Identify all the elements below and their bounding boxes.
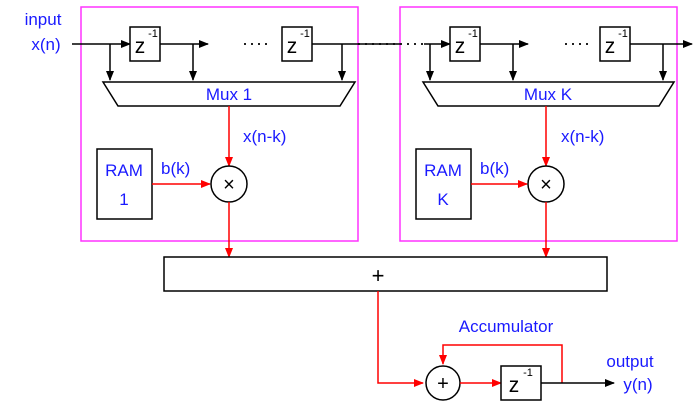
stage-k-mux-out-label: x(n-k) — [561, 127, 604, 146]
stage-1-multiply-symbol: × — [223, 174, 235, 196]
svg-text:z: z — [287, 35, 298, 58]
stage-k-mux-label: Mux K — [524, 85, 573, 104]
output-label: output — [606, 352, 654, 371]
stage-1-ram — [96, 148, 153, 220]
stage-1-mux-out-label: x(n-k) — [243, 127, 286, 146]
svg-text:-1: -1 — [300, 28, 310, 40]
adder-to-accumulator-wire — [377, 291, 424, 387]
input-label: input — [25, 10, 62, 29]
stage-1-delay-1: z -1 — [129, 26, 161, 62]
output-signal-label: y(n) — [623, 375, 652, 394]
stage-k-coef-label: b(k) — [480, 159, 509, 178]
accumulator-delay: z -1 — [500, 365, 542, 401]
adder-bar — [163, 256, 608, 292]
stage-k-frame — [399, 6, 678, 242]
stage-k-multiply-symbol: × — [540, 174, 552, 196]
svg-text:-1: -1 — [618, 28, 628, 40]
stage-1-ram-line2: 1 — [119, 190, 128, 209]
stage-k-ram-line2: K — [437, 190, 449, 209]
stage-1-coef-label: b(k) — [161, 159, 190, 178]
stage-k-delay-1: z -1 — [449, 26, 481, 62]
svg-text:-1: -1 — [148, 28, 158, 40]
adder-symbol: + — [372, 263, 385, 288]
input-signal-label: x(n) — [31, 35, 60, 54]
svg-text:z: z — [135, 35, 146, 58]
stage-1-mux-label: Mux 1 — [206, 85, 252, 104]
stage-1-mux — [101, 81, 357, 107]
svg-text:z: z — [455, 35, 466, 58]
svg-text:-1: -1 — [468, 28, 478, 40]
svg-text:-1: -1 — [523, 367, 533, 379]
svg-text:z: z — [605, 35, 616, 58]
stage-1-frame — [80, 6, 359, 242]
stage-k-delay-2: z -1 — [599, 26, 631, 62]
stage-k-ram-line1: RAM — [424, 161, 462, 180]
accumulator-feedback-wire — [439, 344, 563, 383]
stage-k-ram — [415, 148, 472, 220]
stage-1-delay-wires — [72, 40, 400, 81]
accumulator-adder-symbol: + — [437, 373, 449, 395]
accumulator-label: Accumulator — [459, 317, 554, 336]
stage-1-delay-2: z -1 — [281, 26, 313, 62]
stage-k-mux — [421, 81, 676, 107]
stage-k-delay-wires — [424, 40, 693, 81]
stage-1-ram-line1: RAM — [105, 161, 143, 180]
svg-text:z: z — [509, 374, 520, 397]
